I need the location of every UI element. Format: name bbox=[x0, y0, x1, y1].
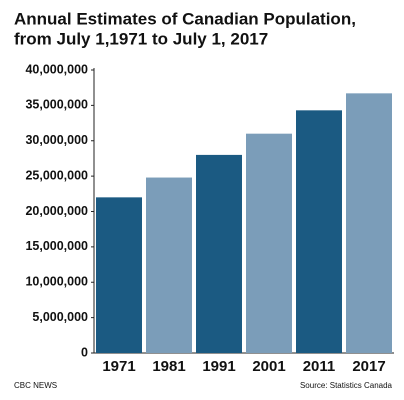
y-tick-label: 25,000,000 bbox=[25, 168, 88, 182]
x-tick-label: 1981 bbox=[152, 358, 185, 375]
y-tick-label: 40,000,000 bbox=[25, 62, 88, 76]
footer: CBC NEWS bbox=[14, 381, 57, 390]
bar bbox=[146, 177, 192, 353]
y-tick-label: 5,000,000 bbox=[32, 310, 88, 324]
x-tick-label: 1971 bbox=[102, 358, 135, 375]
bar bbox=[296, 110, 342, 353]
bar bbox=[196, 154, 242, 353]
source: Source: Statistics Canada bbox=[300, 381, 393, 390]
bar bbox=[246, 133, 292, 353]
y-tick-label: 0 bbox=[81, 345, 88, 359]
x-tick-label: 2011 bbox=[303, 358, 336, 375]
y-tick-label: 35,000,000 bbox=[25, 98, 88, 112]
x-tick-label: 2017 bbox=[352, 358, 385, 375]
bar bbox=[96, 197, 142, 353]
chart-title: from July 1,1971 to July 1, 2017 bbox=[14, 29, 268, 48]
y-tick-label: 30,000,000 bbox=[25, 133, 88, 147]
y-tick-label: 15,000,000 bbox=[25, 239, 88, 253]
y-tick-label: 20,000,000 bbox=[25, 204, 88, 218]
x-tick-label: 1991 bbox=[202, 358, 235, 375]
bar bbox=[346, 93, 392, 353]
y-tick-label: 10,000,000 bbox=[25, 275, 88, 289]
chart-title: Annual Estimates of Canadian Population, bbox=[14, 9, 356, 28]
x-tick-label: 2001 bbox=[252, 358, 285, 375]
